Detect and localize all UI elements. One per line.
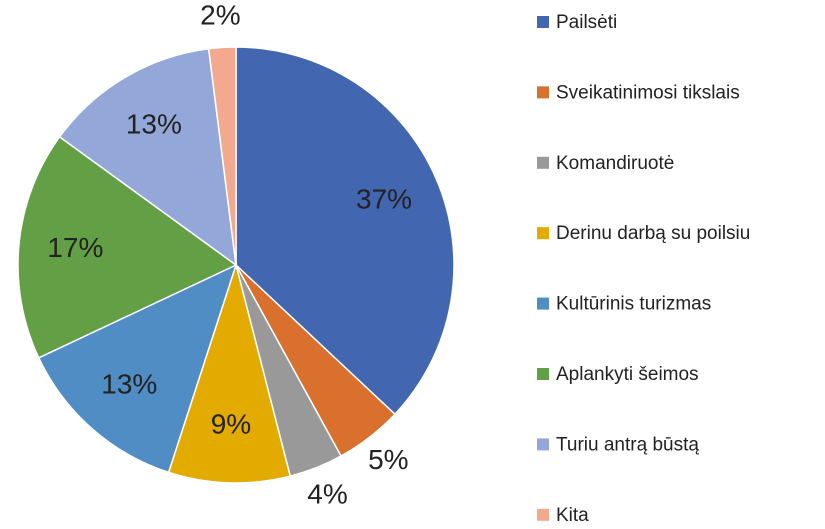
pie-slice (167, 262, 292, 484)
data-label: 13% (101, 368, 157, 399)
legend-label: Kita (556, 505, 589, 526)
legend-swatch (537, 227, 549, 240)
legend-label: Komandiruotė (556, 153, 674, 174)
data-label: 17% (47, 232, 103, 263)
data-label: 2% (200, 0, 240, 30)
legend-label: Pailsėti (556, 12, 617, 33)
legend-label: Kultūrinis turizmas (556, 294, 711, 315)
legend-swatch (537, 86, 549, 99)
legend-label: Sveikatinimosi tikslais (556, 82, 740, 103)
legend-swatch (537, 438, 549, 451)
data-label: 13% (126, 109, 182, 140)
legend-label: Turiu antrą būstą (556, 434, 699, 455)
pie-slice (37, 263, 238, 474)
data-label: 4% (307, 478, 347, 509)
pie-slice (235, 46, 455, 416)
legend-swatch (537, 297, 549, 310)
legend-swatch (537, 508, 549, 521)
data-label: 9% (211, 409, 251, 440)
legend-label: Derinu darbą su poilsiu (556, 223, 750, 244)
pie-slice (207, 46, 237, 266)
legend-swatch (537, 156, 549, 169)
legend-swatch (537, 16, 549, 28)
legend-swatch (537, 368, 549, 380)
data-label: 37% (356, 183, 412, 214)
pie-slice (17, 135, 238, 359)
pie-slice (58, 47, 237, 267)
legend-label: Aplankyti šeimos (556, 364, 699, 385)
data-label: 5% (368, 444, 408, 475)
